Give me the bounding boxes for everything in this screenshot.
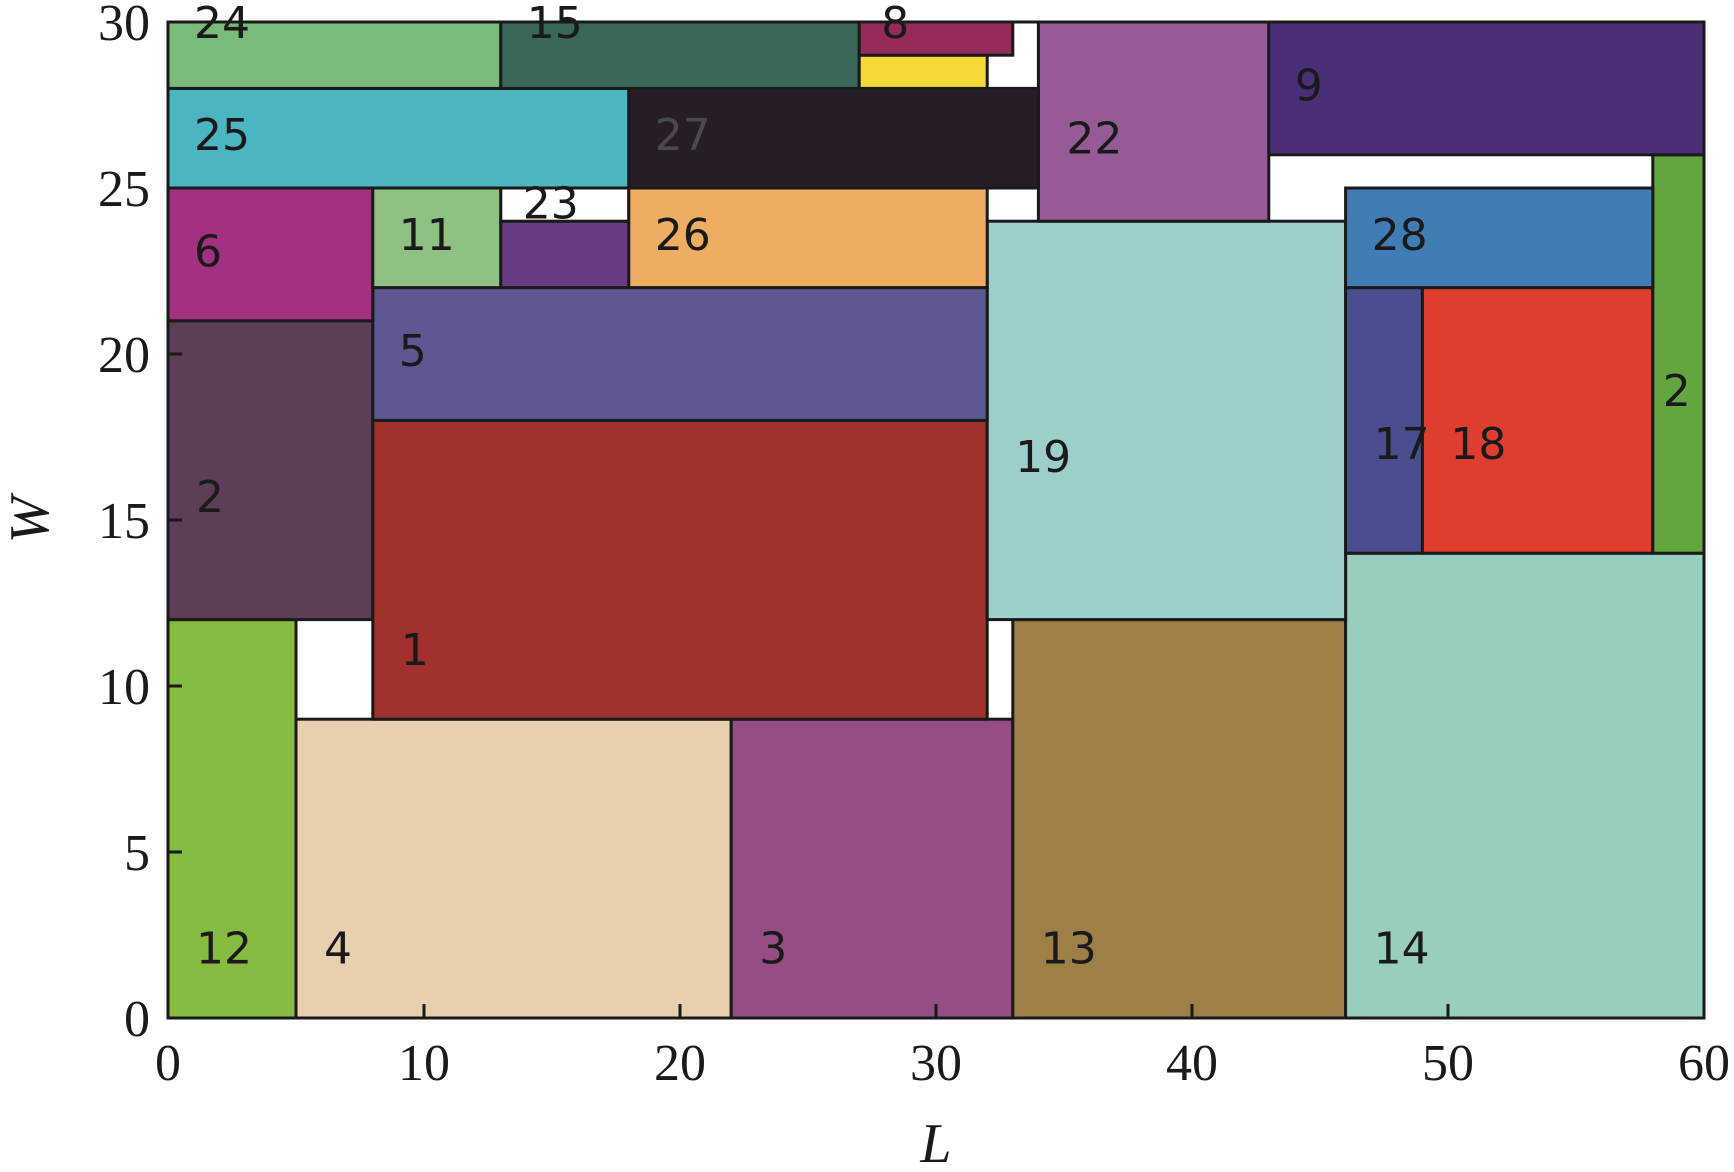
rect-block-unlabeled (499, 219, 631, 290)
y-tick-label: 5 (124, 825, 150, 882)
x-tick-label: 10 (398, 1035, 450, 1092)
rect-label-11: 11 (399, 210, 455, 261)
rect-block-14 (1344, 551, 1706, 1020)
rect-label-26: 26 (655, 210, 711, 261)
y-axis-title: W (0, 492, 61, 543)
rect-block-3 (729, 717, 1015, 1020)
rect-block-28 (1344, 186, 1655, 290)
rect-block-22 (1036, 20, 1271, 223)
rect-label-13: 13 (1041, 924, 1097, 975)
rect-block-26 (627, 186, 989, 290)
rect-label-18: 18 (1450, 419, 1506, 470)
x-tick-label: 40 (1166, 1035, 1218, 1092)
rect-block-4 (294, 717, 733, 1020)
rect-label-23: 23 (523, 179, 579, 230)
x-tick-label: 50 (1422, 1035, 1474, 1092)
rect-block-2 (1651, 153, 1706, 555)
rect-block-25 (166, 86, 631, 190)
rect-label-12: 12 (196, 924, 252, 975)
rect-block-12 (166, 618, 298, 1020)
rect-label-6: 6 (194, 226, 222, 277)
rect-block-unlabeled (857, 53, 989, 90)
rect-block-11 (371, 186, 503, 290)
rect-label-9: 9 (1295, 60, 1323, 111)
rect-block-8 (857, 20, 1015, 57)
rect-block-19 (985, 219, 1348, 622)
rect-label-2: 2 (196, 472, 224, 523)
rect-block-6 (166, 186, 375, 323)
rect-block-18 (1420, 286, 1655, 555)
y-tick-label: 25 (98, 161, 150, 218)
rect-label-19: 19 (1015, 432, 1071, 483)
rect-label-1: 1 (401, 625, 429, 676)
x-tick-label: 20 (654, 1035, 706, 1092)
rect-label-17: 17 (1374, 419, 1430, 470)
y-tick-label: 30 (98, 0, 150, 52)
x-axis-title: L (919, 1113, 951, 1172)
rect-label-4: 4 (324, 924, 352, 975)
y-tick-label: 20 (98, 327, 150, 384)
rect-block-17 (1344, 286, 1424, 555)
rect-label-15: 15 (527, 0, 583, 49)
rect-block-23 (499, 186, 631, 223)
x-tick-label: 30 (910, 1035, 962, 1092)
rect-label-2: 2 (1663, 366, 1691, 417)
rect-label-8: 8 (881, 0, 909, 49)
rect-label-28: 28 (1372, 210, 1428, 261)
rect-label-3: 3 (759, 924, 787, 975)
rect-block-1 (371, 418, 989, 721)
y-tick-label: 15 (98, 493, 150, 550)
rect-label-22: 22 (1066, 114, 1122, 165)
rect-label-14: 14 (1374, 924, 1430, 975)
rect-label-27: 27 (655, 110, 711, 161)
rect-block-5 (371, 286, 989, 422)
rect-block-15 (499, 20, 861, 90)
rect-label-5: 5 (399, 326, 427, 377)
x-tick-label: 60 (1678, 1035, 1730, 1092)
y-tick-label: 10 (98, 659, 150, 716)
rect-label-25: 25 (194, 110, 250, 161)
rect-block-2 (166, 319, 375, 622)
x-tick-label: 0 (155, 1035, 181, 1092)
rect-label-24: 24 (194, 0, 250, 49)
rectangles-layer (166, 20, 1706, 1020)
rect-block-9 (1267, 20, 1706, 157)
y-tick-label: 0 (124, 991, 150, 1048)
